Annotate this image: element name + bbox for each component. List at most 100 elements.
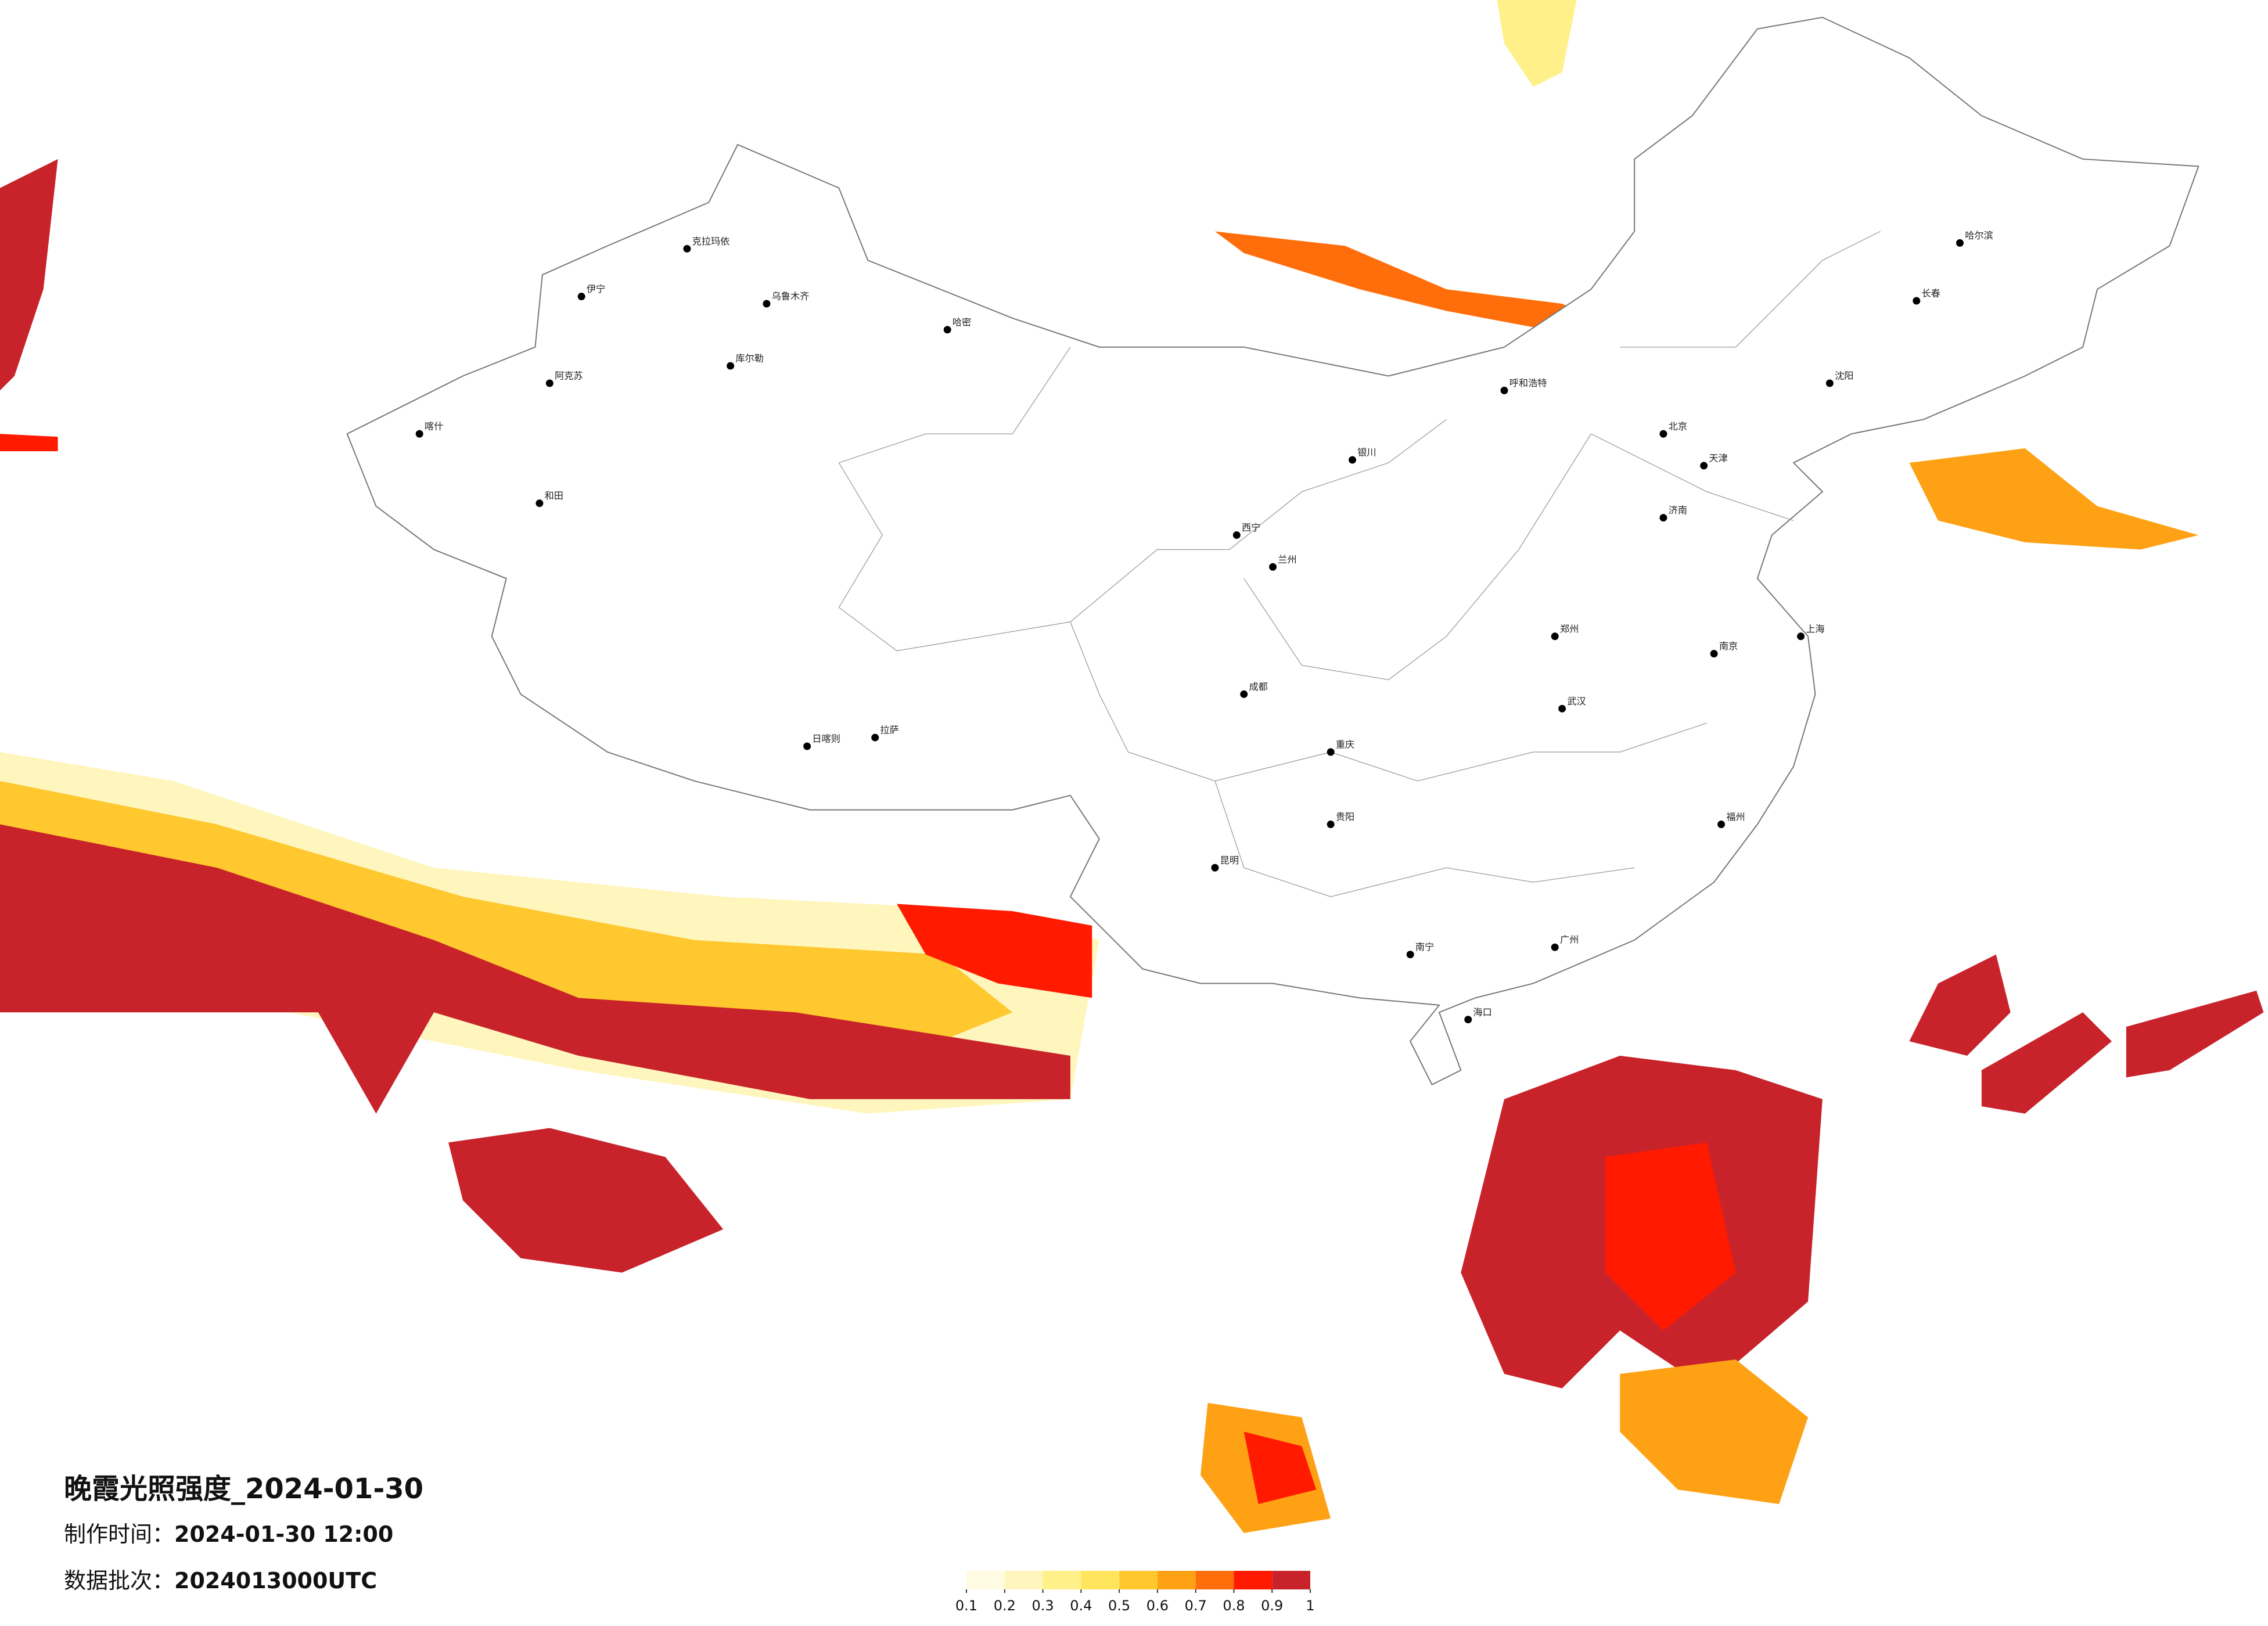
city-dot xyxy=(1269,563,1277,571)
city-dot xyxy=(943,326,951,334)
legend-tick-label: 0.6 xyxy=(1146,1598,1169,1614)
made-time-value: 2024-01-30 12:00 xyxy=(174,1521,393,1547)
city-label: 福州 xyxy=(1726,811,1745,822)
legend-swatch xyxy=(1234,1571,1273,1589)
city-label: 长春 xyxy=(1921,288,1940,299)
city-dot xyxy=(1551,632,1559,641)
city-label: 沈阳 xyxy=(1835,370,1853,381)
legend-swatch xyxy=(1119,1571,1158,1589)
city-label: 天津 xyxy=(1709,452,1727,463)
province-borders xyxy=(838,231,1881,897)
city-label: 南宁 xyxy=(1415,941,1434,952)
province-border xyxy=(1243,433,1591,681)
heat-area xyxy=(1981,1012,2112,1114)
city-label: 西宁 xyxy=(1242,522,1260,533)
legend-tick-label: 0.2 xyxy=(994,1598,1016,1614)
city-dot xyxy=(1240,690,1248,698)
heat-area xyxy=(2126,990,2264,1078)
legend-swatch xyxy=(966,1571,1005,1589)
province-border xyxy=(1591,433,1794,521)
heat-area xyxy=(0,159,58,391)
city-dot xyxy=(1825,379,1834,387)
heat-area xyxy=(0,434,58,452)
city-dot xyxy=(871,733,879,742)
city-dot xyxy=(763,300,771,308)
city-dot xyxy=(1717,821,1726,829)
heat-area xyxy=(1605,1142,1736,1331)
province-border xyxy=(1620,231,1881,348)
city-dot xyxy=(577,293,585,301)
city-dot xyxy=(415,430,423,438)
map-title: 晚霞光照强度_2024-01-30 xyxy=(64,1473,423,1505)
city-label: 和田 xyxy=(545,490,563,501)
heat-area xyxy=(897,904,1092,998)
city-label: 济南 xyxy=(1669,505,1687,516)
city-label: 伊宁 xyxy=(587,283,605,294)
legend-tick-label: 0.7 xyxy=(1185,1598,1207,1614)
province-border xyxy=(1070,419,1447,623)
city-dot xyxy=(545,379,553,387)
city-dot xyxy=(727,362,735,370)
city-label: 哈密 xyxy=(953,316,971,328)
legend-tick-label: 0.3 xyxy=(1031,1598,1054,1614)
city-label: 乌鲁木齐 xyxy=(772,291,810,302)
province-border xyxy=(839,347,1071,463)
batch-label: 数据批次：2024013000UTC xyxy=(64,1568,377,1593)
city-dot xyxy=(1700,462,1708,470)
heat-area xyxy=(1909,448,2199,550)
legend-swatch xyxy=(1004,1571,1043,1589)
city-label: 克拉玛依 xyxy=(692,236,730,247)
city-label: 成都 xyxy=(1249,681,1267,692)
city-label: 重庆 xyxy=(1336,739,1354,750)
city-label: 阿克苏 xyxy=(555,370,583,381)
city-label: 海口 xyxy=(1473,1006,1491,1017)
legend-tick-label: 0.5 xyxy=(1108,1598,1130,1614)
city-dot xyxy=(1956,239,1964,247)
city-dot xyxy=(803,742,811,750)
legend-swatch xyxy=(1043,1571,1081,1589)
city-label: 上海 xyxy=(1806,623,1824,634)
city-dot xyxy=(1406,951,1414,959)
city-dot xyxy=(1464,1016,1472,1024)
heat-area xyxy=(0,780,1013,1070)
made-time-key: 制作时间： xyxy=(64,1521,174,1547)
city-dot xyxy=(1327,748,1335,756)
city-dot xyxy=(1659,430,1667,438)
legend-tick-label: 0.4 xyxy=(1070,1598,1092,1614)
batch-value: 2024013000UTC xyxy=(174,1568,377,1593)
city-dot xyxy=(1232,531,1241,539)
heat-area xyxy=(448,1128,724,1273)
city-dot xyxy=(1500,386,1508,394)
city-dot xyxy=(1327,821,1335,829)
city-label: 日喀则 xyxy=(812,733,840,744)
city-label: 拉萨 xyxy=(880,725,898,736)
city-label: 银川 xyxy=(1357,447,1376,458)
legend-tick-label: 1 xyxy=(1306,1598,1314,1614)
city-dot xyxy=(1551,943,1559,951)
province-border xyxy=(1214,780,1635,897)
city-dot xyxy=(1797,632,1805,641)
heat-area xyxy=(1909,954,2011,1056)
city-label: 兰州 xyxy=(1278,554,1296,565)
city-dot xyxy=(1211,864,1219,872)
legend: 0.1 0.2 0.3 0.4 0.5 0.6 0.7 0.8 0.9 1 xyxy=(955,1571,1315,1614)
city-dot xyxy=(683,244,691,253)
city-label: 北京 xyxy=(1669,421,1687,432)
city-label: 昆明 xyxy=(1220,855,1239,866)
city-dot xyxy=(1710,650,1718,658)
heat-area xyxy=(1620,1359,1808,1505)
city-label: 武汉 xyxy=(1567,696,1586,707)
city-label: 库尔勒 xyxy=(735,353,764,364)
made-time-label: 制作时间：2024-01-30 12:00 xyxy=(64,1521,393,1547)
legend-tick-label: 0.8 xyxy=(1223,1598,1245,1614)
city-label: 南京 xyxy=(1719,641,1738,652)
country-outline xyxy=(346,16,2199,1086)
batch-key: 数据批次： xyxy=(64,1568,174,1593)
city-label: 广州 xyxy=(1560,934,1579,945)
heat-area xyxy=(1497,0,1577,87)
legend-swatch xyxy=(1157,1571,1196,1589)
city-dot xyxy=(1913,297,1921,305)
